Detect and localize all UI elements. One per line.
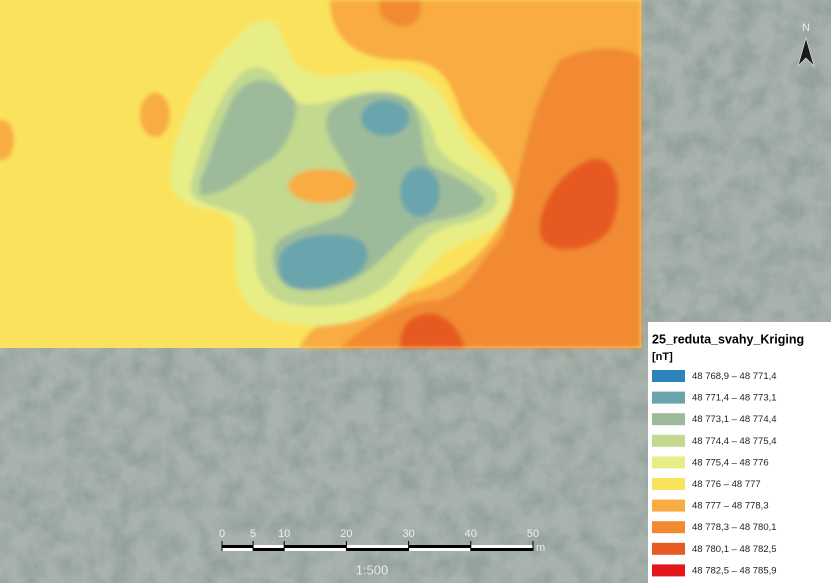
legend-swatch bbox=[652, 500, 685, 512]
scale-segment bbox=[409, 545, 471, 548]
legend-label: 48 778,3 – 48 780,1 bbox=[692, 522, 777, 533]
scale-tick-label: 20 bbox=[340, 528, 352, 540]
legend-swatch bbox=[652, 370, 685, 382]
north-label: N bbox=[802, 22, 810, 34]
map-view: N 25_reduta_svahy_Kriging [nT] 48 768,9 … bbox=[0, 0, 831, 583]
scale-ratio: 1:500 bbox=[356, 562, 389, 577]
scale-segment bbox=[253, 545, 284, 548]
legend-label: 48 771,4 – 48 773,1 bbox=[692, 393, 777, 404]
scale-tick-label: 0 bbox=[219, 528, 225, 540]
legend-label: 48 780,1 – 48 782,5 bbox=[692, 544, 777, 555]
scale-tick-label: 30 bbox=[402, 528, 414, 540]
scale-segment bbox=[222, 545, 253, 548]
legend-swatch bbox=[652, 435, 685, 447]
scale-segment bbox=[346, 548, 408, 551]
scale-tick-label: 40 bbox=[465, 528, 477, 540]
legend-title: 25_reduta_svahy_Kriging bbox=[652, 332, 804, 346]
legend-swatch bbox=[652, 392, 685, 404]
legend-swatch bbox=[652, 564, 685, 576]
legend-label: 48 768,9 – 48 771,4 bbox=[692, 371, 777, 382]
scale-segment bbox=[471, 545, 533, 548]
legend-label: 48 775,4 – 48 776 bbox=[692, 457, 769, 468]
legend-swatch bbox=[652, 456, 685, 468]
legend-label: 48 774,4 – 48 775,4 bbox=[692, 436, 777, 447]
legend-swatch bbox=[652, 478, 685, 490]
scale-tick-label: 50 bbox=[527, 528, 539, 540]
legend-swatch bbox=[652, 521, 685, 533]
legend-label: 48 782,5 – 48 785,9 bbox=[692, 565, 777, 576]
scale-tick-label: 5 bbox=[250, 528, 256, 540]
scale-segment bbox=[284, 545, 346, 548]
scale-segment bbox=[409, 548, 471, 551]
scale-unit: m bbox=[536, 542, 545, 554]
legend-swatch bbox=[652, 543, 685, 555]
legend-swatch bbox=[652, 413, 685, 425]
legend-label: 48 773,1 – 48 774,4 bbox=[692, 414, 777, 425]
scale-segment bbox=[346, 545, 408, 548]
scale-segment bbox=[284, 548, 346, 551]
scale-segment bbox=[222, 548, 253, 551]
legend-label: 48 777 – 48 778,3 bbox=[692, 501, 769, 512]
scale-segment bbox=[253, 548, 284, 551]
kriging-raster bbox=[0, 0, 641, 348]
scale-segment bbox=[471, 548, 533, 551]
scale-tick-label: 10 bbox=[278, 528, 290, 540]
legend-unit: [nT] bbox=[652, 351, 673, 363]
legend-label: 48 776 – 48 777 bbox=[692, 479, 761, 490]
